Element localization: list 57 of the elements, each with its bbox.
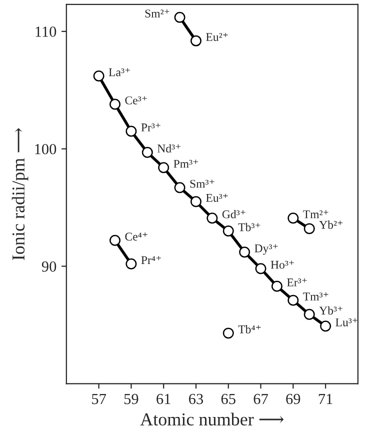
point bbox=[239, 246, 250, 258]
y-tick-label: 110 bbox=[36, 26, 56, 37]
x-axis-title: Atomic number ⟶ bbox=[140, 412, 284, 426]
point bbox=[126, 258, 137, 270]
y-axis-title: Ionic radii/pm ⟶ bbox=[12, 128, 28, 260]
point bbox=[304, 223, 315, 234]
point bbox=[255, 263, 266, 274]
annotation: Pr⁴⁺ bbox=[141, 256, 161, 264]
annotation: Yb²⁺ bbox=[319, 220, 342, 229]
x-tick-label: 71 bbox=[318, 394, 332, 404]
annotation: Tb⁴⁺ bbox=[238, 325, 261, 334]
point bbox=[142, 146, 153, 158]
y-tick-label: 100 bbox=[35, 144, 56, 154]
point bbox=[110, 234, 120, 246]
point bbox=[93, 70, 104, 82]
point bbox=[271, 280, 282, 292]
x-tick-label: 67 bbox=[254, 394, 268, 404]
point bbox=[222, 328, 234, 339]
x-tick-label: 63 bbox=[189, 394, 204, 404]
x-tick-label: 69 bbox=[286, 394, 300, 404]
annotation: Sm²⁺ bbox=[145, 9, 170, 18]
point bbox=[126, 126, 137, 137]
y-tick-label: 90 bbox=[42, 261, 56, 272]
point bbox=[158, 162, 170, 174]
point bbox=[190, 35, 202, 46]
point bbox=[190, 196, 202, 208]
annotation: Tb³⁺ bbox=[238, 222, 260, 232]
point bbox=[174, 12, 186, 23]
annotation: Lu³⁺ bbox=[336, 318, 358, 326]
annotation: Nd³⁺ bbox=[157, 144, 181, 153]
annotation: Ce⁴⁺ bbox=[125, 232, 148, 241]
point bbox=[288, 212, 299, 224]
annotation: Gd³⁺ bbox=[222, 210, 246, 218]
point bbox=[320, 320, 332, 332]
point bbox=[174, 182, 186, 194]
annotation: Eu³⁺ bbox=[206, 194, 228, 202]
annotation: Tm²⁺ bbox=[303, 210, 328, 218]
annotation: Eu²⁺ bbox=[206, 32, 228, 41]
x-tick-label: 65 bbox=[221, 394, 236, 404]
annotation: Pr³⁺ bbox=[141, 123, 160, 132]
point bbox=[206, 212, 218, 224]
point bbox=[222, 226, 234, 237]
annotation: Sm³⁺ bbox=[190, 180, 214, 188]
point bbox=[288, 294, 299, 306]
annotation: Ho³⁺ bbox=[270, 260, 294, 269]
x-tick-label: 57 bbox=[92, 394, 106, 404]
annotation: Ce³⁺ bbox=[125, 96, 147, 104]
annotation: Er³⁺ bbox=[287, 278, 307, 286]
annotation: Tm³⁺ bbox=[303, 292, 328, 300]
annotation: La³⁺ bbox=[108, 68, 130, 76]
x-tick-label: 59 bbox=[124, 394, 138, 404]
annotation: Pm³⁺ bbox=[174, 160, 198, 168]
annotation: Dy³⁺ bbox=[254, 244, 278, 255]
x-tick-label: 61 bbox=[156, 394, 170, 404]
annotation: Yb³⁺ bbox=[319, 306, 342, 315]
point bbox=[304, 308, 315, 320]
point bbox=[110, 98, 120, 110]
